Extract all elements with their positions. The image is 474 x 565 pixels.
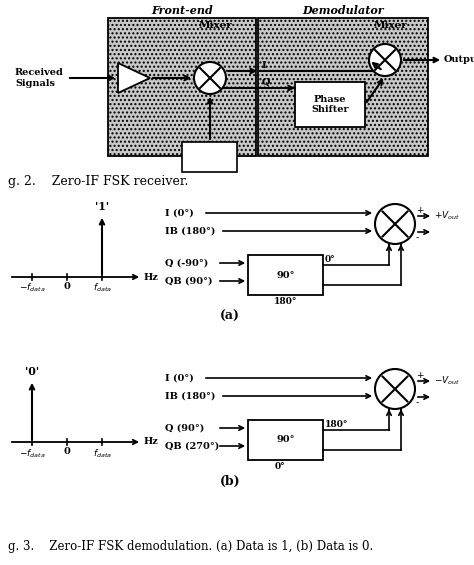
Text: 90°: 90°: [276, 271, 295, 280]
Text: IQ LO
Gen.: IQ LO Gen.: [195, 147, 224, 167]
Circle shape: [369, 44, 401, 76]
Text: 180°: 180°: [274, 297, 298, 306]
Text: '1': '1': [95, 201, 109, 212]
Circle shape: [375, 204, 415, 244]
Text: 0: 0: [64, 447, 71, 456]
Bar: [295, 82, 365, 127]
Text: Front-end: Front-end: [151, 5, 213, 16]
Text: $-V_{out}$: $-V_{out}$: [434, 375, 460, 387]
Text: Output: Output: [444, 55, 474, 64]
Text: 0: 0: [64, 282, 71, 291]
Text: (b): (b): [219, 475, 240, 488]
Text: I: I: [262, 61, 266, 70]
Text: Hz: Hz: [144, 437, 159, 446]
Text: -: -: [416, 233, 419, 242]
Text: 0°: 0°: [274, 462, 285, 471]
Text: '0': '0': [25, 366, 39, 377]
Text: QB (270°): QB (270°): [165, 441, 219, 450]
Text: g. 3.    Zero-IF FSK demodulation. (a) Data is 1, (b) Data is 0.: g. 3. Zero-IF FSK demodulation. (a) Data…: [8, 540, 373, 553]
Text: 180°: 180°: [325, 420, 348, 429]
Text: Q (90°): Q (90°): [165, 424, 204, 432]
Text: $-f_{data}$: $-f_{data}$: [19, 282, 45, 294]
Text: Mixer: Mixer: [198, 21, 232, 31]
Text: QB (90°): QB (90°): [165, 276, 212, 285]
Text: (a): (a): [220, 310, 240, 323]
Text: LNA: LNA: [124, 74, 144, 82]
Text: g. 2.    Zero-IF FSK receiver.: g. 2. Zero-IF FSK receiver.: [8, 175, 188, 188]
Text: Received
Signals: Received Signals: [15, 68, 64, 88]
Text: Hz: Hz: [144, 272, 159, 281]
Text: -: -: [416, 398, 419, 407]
Text: $f_{data}$: $f_{data}$: [92, 447, 111, 459]
Text: Q (-90°): Q (-90°): [165, 259, 208, 267]
Text: Demodulator: Demodulator: [302, 5, 384, 16]
Text: Mixer: Mixer: [373, 21, 407, 31]
Bar: [248, 420, 323, 460]
Text: IB (180°): IB (180°): [165, 392, 215, 401]
Bar: [258, 18, 428, 156]
Text: +: +: [416, 371, 423, 380]
Text: Q: Q: [262, 78, 270, 87]
Circle shape: [375, 369, 415, 409]
Text: $+V_{out}$: $+V_{out}$: [434, 210, 460, 222]
Bar: [248, 255, 323, 295]
Text: Phase
Shifter: Phase Shifter: [311, 95, 349, 114]
Polygon shape: [118, 63, 150, 93]
Text: I (0°): I (0°): [165, 373, 194, 383]
Text: $f_{data}$: $f_{data}$: [92, 282, 111, 294]
Text: 0°: 0°: [325, 255, 336, 264]
Bar: [182, 142, 237, 172]
Circle shape: [194, 62, 226, 94]
Bar: [108, 18, 256, 156]
Text: 90°: 90°: [276, 436, 295, 445]
Text: +: +: [416, 206, 423, 215]
Text: IB (180°): IB (180°): [165, 227, 215, 236]
Text: I (0°): I (0°): [165, 208, 194, 218]
Text: $-f_{data}$: $-f_{data}$: [19, 447, 45, 459]
